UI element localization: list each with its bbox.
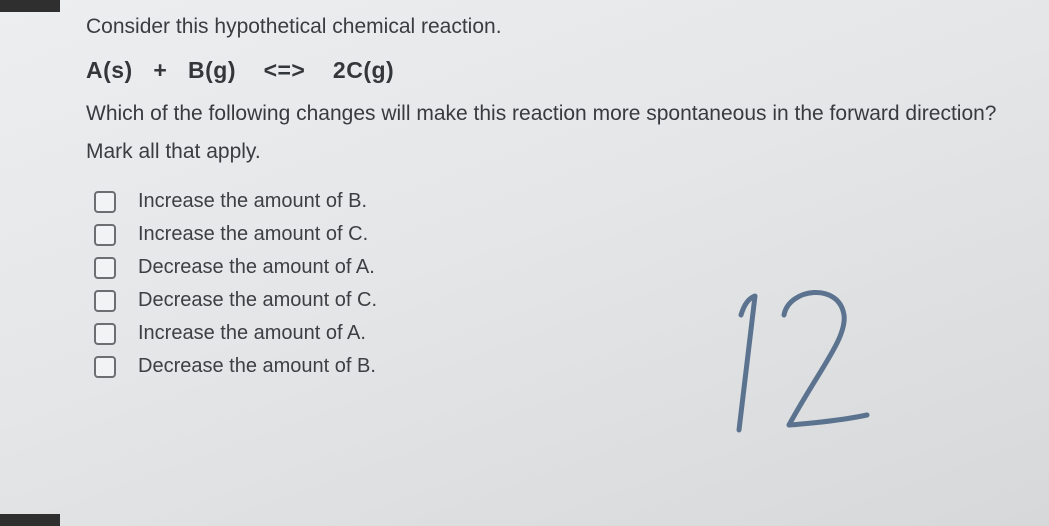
- option-row: Increase the amount of A.: [94, 322, 1009, 345]
- checkbox[interactable]: [94, 257, 116, 279]
- prompt-text: Consider this hypothetical chemical reac…: [86, 12, 1009, 41]
- equation-plus: +: [153, 57, 167, 83]
- option-row: Increase the amount of B.: [94, 190, 1009, 213]
- option-label: Increase the amount of B.: [138, 190, 367, 213]
- equation-arrow: <=>: [264, 57, 306, 83]
- checkbox[interactable]: [94, 356, 116, 378]
- question-text: Which of the following changes will make…: [86, 102, 1009, 126]
- option-label: Decrease the amount of B.: [138, 355, 376, 378]
- checkbox[interactable]: [94, 290, 116, 312]
- checkbox[interactable]: [94, 224, 116, 246]
- reaction-equation: A(s) + B(g) <=> 2C(g): [86, 57, 1009, 84]
- option-row: Decrease the amount of B.: [94, 355, 1009, 378]
- equation-lhs-b: B(g): [188, 57, 236, 83]
- options-group: Increase the amount of B. Increase the a…: [94, 190, 1009, 378]
- page-edge-top: [0, 0, 60, 12]
- mark-all-text: Mark all that apply.: [86, 140, 1009, 164]
- page-edge-bottom: [0, 514, 60, 526]
- equation-lhs-a: A(s): [86, 57, 133, 83]
- checkbox[interactable]: [94, 323, 116, 345]
- option-row: Increase the amount of C.: [94, 223, 1009, 246]
- option-label: Increase the amount of C.: [138, 223, 368, 246]
- option-label: Decrease the amount of A.: [138, 256, 375, 279]
- option-row: Decrease the amount of C.: [94, 289, 1009, 312]
- option-label: Decrease the amount of C.: [138, 289, 377, 312]
- option-row: Decrease the amount of A.: [94, 256, 1009, 279]
- question-page: Consider this hypothetical chemical reac…: [0, 0, 1049, 526]
- checkbox[interactable]: [94, 191, 116, 213]
- option-label: Increase the amount of A.: [138, 322, 366, 345]
- equation-rhs: 2C(g): [333, 57, 394, 83]
